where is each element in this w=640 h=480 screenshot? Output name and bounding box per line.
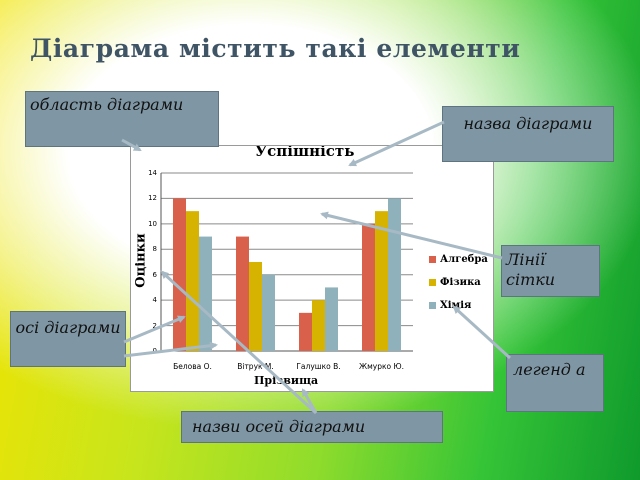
bar	[299, 312, 312, 351]
legend-entry: Хімія	[429, 300, 471, 311]
callout-chart-title: назва діаграми	[442, 106, 614, 162]
bar	[362, 223, 375, 351]
x-tick-label: Галушко В.	[296, 362, 341, 371]
bar	[173, 198, 186, 351]
y-axis-title: Оцінки	[133, 233, 149, 288]
x-axis-title: Прізвища	[254, 374, 319, 387]
bar	[199, 236, 212, 351]
legend-entry: Алгебра	[429, 254, 488, 265]
legend-entry: Фізика	[429, 277, 481, 288]
bar	[236, 236, 249, 351]
y-tick-label: 4	[152, 296, 157, 305]
x-tick-label: Вітрук М.	[237, 362, 274, 371]
callout-legend: легенд а	[506, 354, 604, 412]
arrow-x-axis-title	[301, 388, 318, 414]
y-tick-label: 10	[148, 219, 157, 228]
chart-plot	[160, 172, 413, 352]
bar	[325, 287, 338, 351]
chart-area: Успішність Оцінки Прізвища 0 2 4 6 8 10 12 14 Б…	[130, 145, 494, 392]
bar	[262, 274, 275, 351]
x-tick-label: Белова О.	[173, 362, 212, 371]
y-tick-label: 14	[148, 169, 157, 177]
legend-swatch	[429, 279, 436, 286]
bar	[375, 211, 388, 351]
callout-axis-titles: назви осей діаграми	[181, 411, 443, 443]
legend-swatch	[429, 302, 436, 309]
y-tick-label: 0	[152, 347, 157, 355]
slide-title: Діаграма містить такі елементи	[30, 34, 521, 63]
bar	[249, 262, 262, 351]
legend-label: Фізика	[440, 277, 481, 288]
bar	[388, 198, 401, 351]
y-tick-label: 12	[148, 194, 157, 203]
legend-label: Хімія	[440, 300, 472, 311]
bar	[186, 211, 199, 351]
chart-title: Успішність	[255, 145, 355, 160]
legend-label: Алгебра	[440, 254, 488, 265]
callout-gridlines: Лінії сітки	[501, 245, 600, 297]
x-tick-label: Жмурко Ю.	[359, 362, 404, 371]
legend-swatch	[429, 256, 436, 263]
y-tick-label: 2	[152, 321, 157, 330]
callout-axes: осі діаграми	[10, 311, 126, 367]
y-tick-label: 6	[152, 270, 157, 279]
y-tick-label: 8	[152, 245, 157, 254]
bar	[312, 300, 325, 351]
callout-chart-area: область діаграми	[25, 91, 219, 147]
